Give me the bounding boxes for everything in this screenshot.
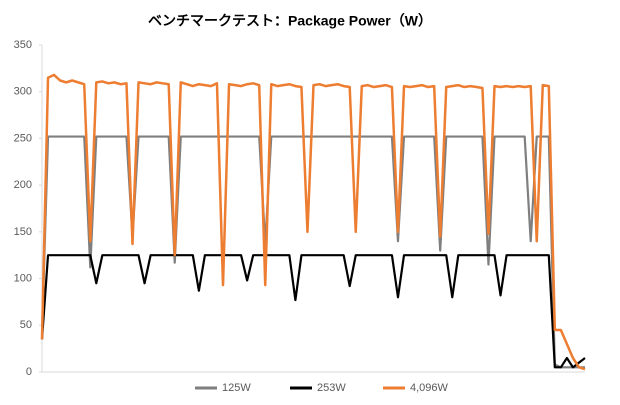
y-tick-label: 50 — [20, 319, 32, 331]
y-tick-label: 200 — [14, 179, 32, 191]
y-tick-label: 300 — [14, 86, 32, 98]
chart-title: ベンチマークテスト：Package Power（W） — [148, 13, 432, 29]
series-line — [40, 254, 586, 369]
y-tick-label: 0 — [26, 366, 32, 378]
y-tick-label: 350 — [14, 39, 32, 51]
y-tick-label: 250 — [14, 132, 32, 144]
y-tick-label: 150 — [14, 226, 32, 238]
legend-label: 4,096W — [410, 382, 449, 394]
legend-label: 253W — [317, 382, 346, 394]
y-tick-label: 100 — [14, 272, 32, 284]
legend-label: 125W — [222, 382, 251, 394]
series-line — [40, 73, 586, 371]
